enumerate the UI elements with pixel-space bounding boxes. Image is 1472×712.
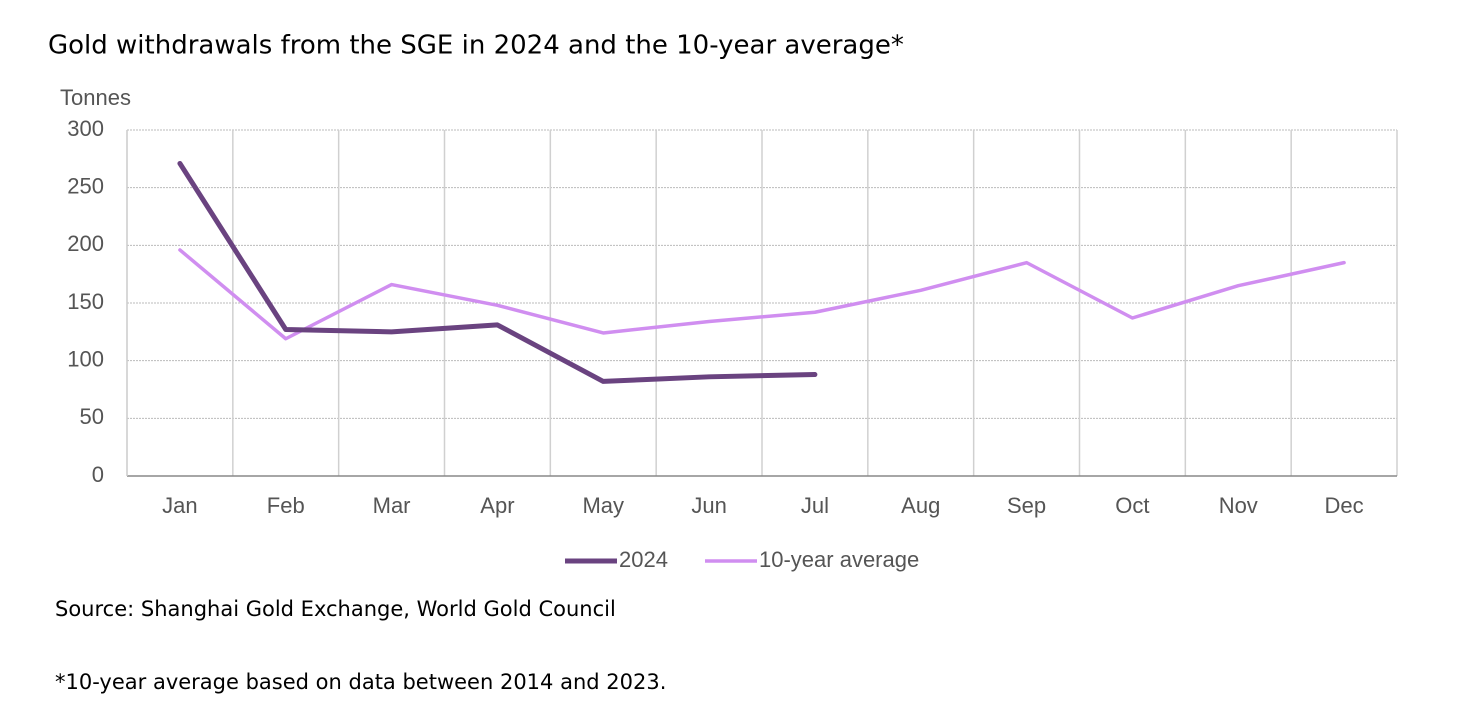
y-tick-label: 100 [67,346,104,371]
y-tick-label: 150 [67,289,104,314]
series-line [178,248,1346,341]
x-tick-label: Sep [1007,493,1046,518]
x-tick-label: Aug [901,493,940,518]
x-tick-label: Jun [691,493,726,518]
footnote: *10-year average based on data between 2… [55,670,666,694]
y-tick-label: 250 [67,173,104,198]
series-line [177,160,818,384]
x-tick-label: Dec [1325,493,1364,518]
x-tick-label: Feb [267,493,305,518]
y-axis-label: Tonnes [60,85,131,110]
x-tick-label: Jan [162,493,197,518]
legend-label: 10-year average [759,547,919,572]
x-tick-label: Mar [373,493,411,518]
y-tick-label: 50 [80,404,104,429]
x-tick-label: Apr [480,493,514,518]
x-tick-label: May [582,493,624,518]
x-tick-label: Jul [801,493,829,518]
x-tick-label: Oct [1115,493,1149,518]
y-tick-label: 0 [92,462,104,487]
chart-title: Gold withdrawals from the SGE in 2024 an… [48,31,904,61]
source: Source: Shanghai Gold Exchange, World Go… [55,597,616,621]
legend-label: 2024 [619,547,668,572]
y-tick-label: 300 [67,116,104,141]
x-tick-label: Nov [1219,493,1258,518]
y-tick-label: 200 [67,231,104,256]
